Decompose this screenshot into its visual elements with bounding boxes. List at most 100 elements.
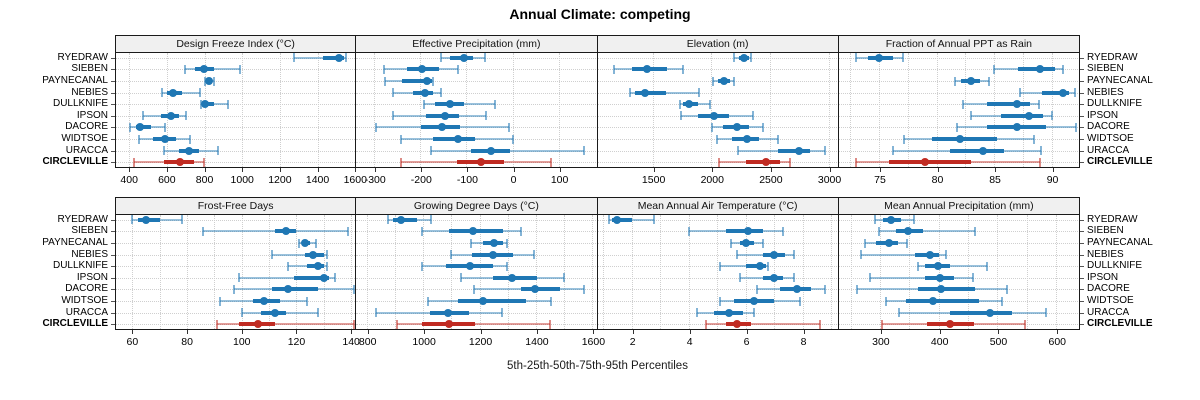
median-dot bbox=[744, 227, 753, 236]
whisker-cap bbox=[420, 261, 423, 271]
gridline-vertical bbox=[296, 215, 298, 329]
gridline-vertical bbox=[936, 53, 938, 167]
whisker-cap bbox=[696, 308, 699, 318]
gridline-horizontal bbox=[356, 324, 596, 326]
gridline-vertical bbox=[603, 215, 605, 329]
axis-tick-label: 140 bbox=[342, 336, 360, 348]
whisker-cap bbox=[501, 308, 504, 318]
gridline-horizontal bbox=[597, 254, 837, 256]
box-25-75 bbox=[293, 275, 330, 280]
whisker-cap bbox=[798, 296, 801, 306]
median-dot bbox=[884, 239, 893, 247]
median-dot bbox=[319, 273, 328, 282]
gridline-vertical bbox=[938, 215, 940, 329]
gridline-horizontal bbox=[116, 57, 356, 59]
median-dot bbox=[743, 135, 752, 143]
whisker-cap bbox=[730, 238, 733, 248]
gridline-horizontal bbox=[838, 69, 1078, 71]
row-tick bbox=[1080, 127, 1084, 129]
row-tick bbox=[1080, 92, 1084, 94]
whisker-cap bbox=[386, 215, 389, 225]
axis-tick-label: 600 bbox=[1048, 336, 1067, 348]
whisker-cap bbox=[494, 99, 497, 109]
median-dot bbox=[417, 65, 426, 74]
row-tick bbox=[111, 57, 115, 59]
median-dot bbox=[204, 77, 213, 85]
whisker-cap bbox=[718, 157, 721, 167]
axis-tick bbox=[296, 330, 298, 334]
gridline-horizontal bbox=[838, 277, 1078, 279]
site-label-circleville: CIRCLEVILLE bbox=[42, 318, 108, 330]
whisker-cap bbox=[1040, 146, 1043, 156]
row-tick bbox=[1080, 324, 1084, 326]
median-dot bbox=[720, 77, 729, 85]
row-tick bbox=[111, 266, 115, 268]
axis-tick-label: 1200 bbox=[268, 174, 292, 186]
whisker-cap bbox=[718, 261, 721, 271]
axis-tick bbox=[746, 330, 748, 334]
whisker-cap bbox=[736, 250, 739, 260]
gridline-vertical bbox=[451, 215, 453, 329]
whisker-cap bbox=[532, 250, 535, 260]
row-tick bbox=[111, 104, 115, 106]
box-25-75 bbox=[204, 102, 214, 107]
site-label-nebies: NEBIES bbox=[71, 86, 108, 98]
axis-tick-label: 2500 bbox=[759, 174, 783, 186]
box-25-75 bbox=[401, 79, 432, 83]
gridline-vertical bbox=[1026, 215, 1028, 329]
axis-tick-label: 1400 bbox=[525, 336, 549, 348]
box-25-75 bbox=[777, 148, 810, 153]
axis-tick-label: 1200 bbox=[468, 336, 493, 348]
box-25-75 bbox=[634, 90, 666, 95]
gridline-horizontal bbox=[116, 104, 356, 106]
whisker-5-95 bbox=[239, 276, 335, 279]
gridline-vertical bbox=[1022, 53, 1024, 167]
row-tick bbox=[1080, 81, 1084, 82]
whisker-cap bbox=[903, 134, 906, 144]
gridline-horizontal bbox=[116, 277, 356, 279]
whisker-cap bbox=[877, 226, 880, 236]
median-dot bbox=[437, 123, 446, 132]
gridline-horizontal bbox=[597, 289, 837, 291]
whisker-cap bbox=[956, 122, 959, 132]
median-dot bbox=[724, 308, 733, 317]
box-25-75 bbox=[745, 264, 766, 269]
box-25-75 bbox=[931, 137, 998, 141]
panel-fraction-of-annual-ppt-as-rain: Fraction of Annual PPT as Rain bbox=[837, 35, 1080, 168]
axis-tick bbox=[351, 330, 353, 334]
site-label-dullknife: DULLKNIFE bbox=[52, 260, 108, 272]
gridline-horizontal bbox=[356, 69, 596, 71]
whisker-cap bbox=[203, 76, 206, 86]
gridline-horizontal bbox=[838, 104, 1078, 106]
axis-tick bbox=[424, 330, 426, 334]
row-tick bbox=[111, 127, 115, 129]
row-tick bbox=[1080, 104, 1084, 106]
axis-tick bbox=[204, 168, 206, 172]
whisker-cap bbox=[1074, 122, 1077, 132]
median-dot bbox=[1036, 65, 1045, 74]
axis-tick-label: 800 bbox=[358, 336, 377, 348]
gridline-vertical bbox=[466, 53, 468, 167]
median-dot bbox=[423, 77, 432, 85]
whisker-cap bbox=[240, 308, 243, 318]
site-label-right-circleville: CIRCLEVILLE bbox=[1087, 318, 1153, 330]
median-dot bbox=[642, 65, 651, 74]
axis-tick-label: 100 bbox=[233, 336, 251, 348]
median-dot bbox=[685, 100, 694, 109]
median-dot bbox=[468, 227, 477, 236]
whisker-cap bbox=[869, 273, 872, 283]
gridline-horizontal bbox=[116, 139, 356, 140]
median-dot bbox=[487, 146, 496, 155]
box-25-75 bbox=[323, 55, 344, 60]
whisker-cap bbox=[708, 99, 711, 109]
median-dot bbox=[507, 273, 516, 282]
whisker-5-95 bbox=[719, 265, 769, 268]
median-dot bbox=[978, 146, 987, 155]
panel-strip-mean-annual-precipitation-mm: Mean Annual Precipitation (mm) bbox=[838, 198, 1079, 215]
gridline-vertical bbox=[374, 53, 376, 167]
gridline-vertical bbox=[214, 215, 216, 329]
whisker-cap bbox=[426, 296, 429, 306]
row-tick bbox=[1080, 254, 1084, 256]
site-label-ipson: IPSON bbox=[76, 109, 108, 121]
gridline-vertical bbox=[850, 215, 852, 329]
